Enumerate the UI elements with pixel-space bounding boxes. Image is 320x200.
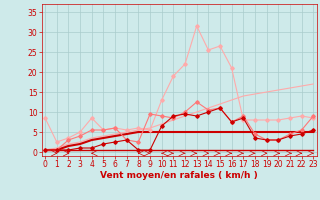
X-axis label: Vent moyen/en rafales ( km/h ): Vent moyen/en rafales ( km/h ) bbox=[100, 171, 258, 180]
